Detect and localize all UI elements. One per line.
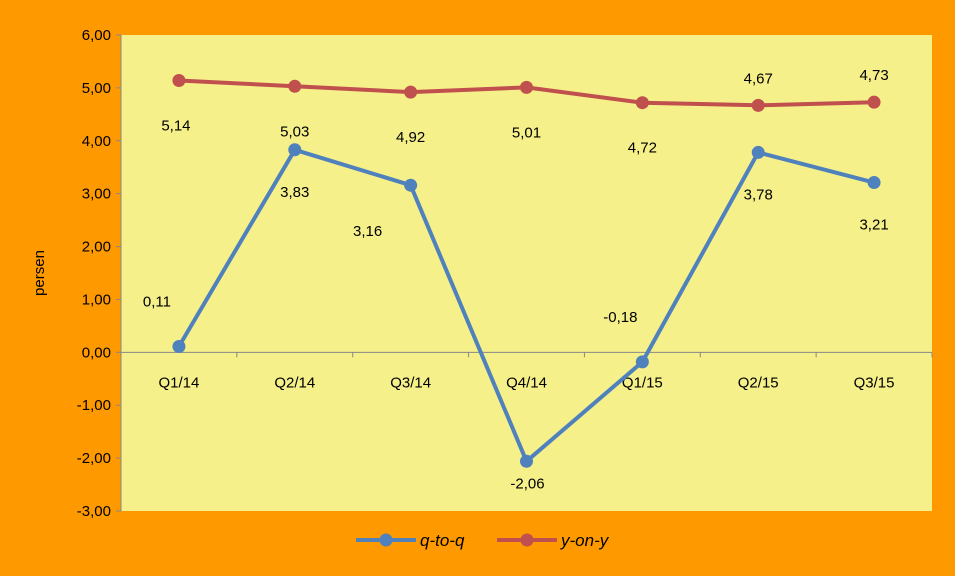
y-tick-label: -2,00 bbox=[77, 450, 111, 467]
data-label: -0,18 bbox=[603, 309, 637, 326]
data-point bbox=[172, 340, 186, 354]
legend-marker bbox=[379, 533, 393, 547]
series-q-to-q: 0,11 3,83 3,16 -2,06 -0,18 3,78 3,21 bbox=[143, 143, 889, 492]
legend-label: y-on-y bbox=[560, 531, 610, 550]
y-tick-label: 4,00 bbox=[82, 133, 111, 150]
data-label: 4,92 bbox=[396, 129, 425, 146]
plot-area bbox=[121, 35, 932, 511]
data-point bbox=[635, 355, 649, 369]
data-point bbox=[867, 95, 881, 109]
x-tick-label: Q3/15 bbox=[854, 374, 895, 391]
legend-label: q-to-q bbox=[420, 531, 465, 550]
data-point bbox=[404, 178, 418, 192]
data-point bbox=[520, 454, 533, 468]
y-tick-label: 5,00 bbox=[82, 80, 111, 97]
data-point bbox=[172, 73, 186, 87]
data-label: 0,11 bbox=[143, 294, 171, 311]
data-point bbox=[751, 98, 765, 112]
data-label: 3,78 bbox=[744, 186, 773, 203]
x-axis: Q1/14 Q2/14 Q3/14 Q4/14 Q1/15 Q2/15 Q3/15 bbox=[120, 351, 933, 391]
legend-item-q-to-q: q-to-q bbox=[356, 531, 465, 550]
series-y-on-y: 5,14 5,03 4,92 5,01 4,72 4,67 4,73 bbox=[161, 67, 888, 157]
y-tick-label: -3,00 bbox=[77, 503, 111, 520]
y-tick-label: 6,00 bbox=[82, 27, 111, 44]
x-tick-label: Q4/14 bbox=[506, 374, 547, 391]
data-label: 3,16 bbox=[353, 223, 382, 240]
data-label: 5,14 bbox=[161, 117, 190, 134]
data-label: 4,72 bbox=[628, 140, 657, 157]
data-label: 3,21 bbox=[859, 217, 888, 234]
data-label: 3,83 bbox=[280, 184, 309, 201]
data-point bbox=[520, 80, 533, 94]
y-axis: -3,00 -2,00 -1,00 0,00 1,00 2,00 3,00 4,00 5,00 6… bbox=[77, 27, 122, 520]
y-axis-label: persen bbox=[31, 250, 48, 296]
data-point bbox=[288, 79, 302, 93]
data-label: -2,06 bbox=[510, 475, 544, 492]
y-tick-label: 3,00 bbox=[82, 186, 111, 203]
data-label: 4,73 bbox=[859, 67, 888, 84]
x-tick-label: Q2/14 bbox=[274, 374, 315, 391]
y-tick-label: 1,00 bbox=[82, 291, 111, 308]
data-label: 4,67 bbox=[744, 70, 773, 87]
x-tick-label: Q2/15 bbox=[738, 374, 779, 391]
series-layer: 0,11 3,83 3,16 -2,06 -0,18 3,78 3,21 5,14 5,03 4,… bbox=[143, 67, 889, 492]
y-tick-label: -1,00 bbox=[77, 397, 111, 414]
y-tick-label: 2,00 bbox=[82, 239, 111, 256]
data-point bbox=[751, 145, 765, 159]
legend-item-y-on-y: y-on-y bbox=[497, 531, 610, 550]
x-tick-label: Q1/14 bbox=[158, 374, 199, 391]
x-tick-label: Q1/15 bbox=[622, 374, 663, 391]
y-tick-label: 0,00 bbox=[82, 344, 111, 361]
data-label: 5,01 bbox=[512, 124, 541, 141]
data-point bbox=[635, 96, 649, 110]
data-point bbox=[404, 85, 418, 99]
data-label: 5,03 bbox=[280, 123, 309, 140]
data-point bbox=[288, 143, 302, 157]
legend-marker bbox=[520, 533, 534, 547]
x-tick-label: Q3/14 bbox=[390, 374, 431, 391]
legend: q-to-q y-on-y bbox=[356, 531, 610, 550]
data-point bbox=[867, 176, 881, 190]
